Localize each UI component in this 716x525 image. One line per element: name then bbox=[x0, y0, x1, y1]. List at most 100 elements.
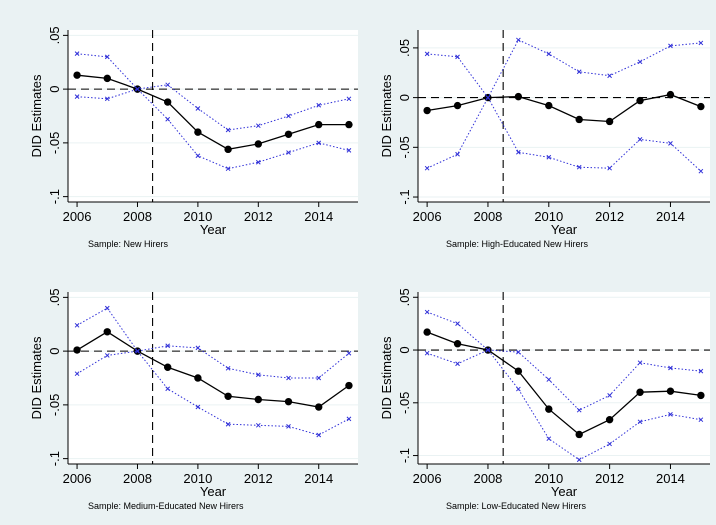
estimate-point bbox=[423, 328, 431, 336]
ci-lower-marker bbox=[346, 148, 352, 153]
ci-upper-line bbox=[77, 53, 350, 131]
marker-stroke bbox=[485, 95, 491, 100]
ci-lower-marker bbox=[637, 137, 643, 142]
ci-upper-marker bbox=[225, 127, 231, 133]
y-tick-label: -.05 bbox=[397, 136, 412, 158]
y-axis-title: DID Estimates bbox=[379, 74, 394, 158]
marker-stroke bbox=[74, 371, 80, 377]
marker-stroke bbox=[576, 69, 582, 75]
ci-lower-marker bbox=[195, 153, 201, 159]
ci-lower-marker bbox=[225, 166, 231, 172]
y-tick-label: -.1 bbox=[397, 189, 412, 204]
ci-lower-marker bbox=[74, 371, 80, 377]
marker-stroke bbox=[637, 360, 643, 366]
y-axis-title: DID Estimates bbox=[29, 74, 44, 158]
marker-stroke bbox=[286, 150, 291, 155]
ci-upper-line bbox=[427, 39, 701, 99]
estimate-point bbox=[254, 140, 263, 148]
marker-stroke bbox=[698, 417, 704, 423]
x-tick-label: 2006 bbox=[413, 471, 442, 486]
ci-lower-marker bbox=[637, 419, 643, 425]
estimate-point bbox=[345, 120, 353, 129]
marker-stroke bbox=[104, 54, 110, 60]
marker-stroke bbox=[668, 365, 673, 371]
estimate-point bbox=[697, 391, 705, 400]
ci-upper-marker bbox=[668, 43, 673, 49]
plot-area bbox=[68, 30, 358, 202]
ci-lower-marker bbox=[286, 424, 291, 429]
y-tick-label: -.1 bbox=[397, 448, 412, 463]
sample-caption: Sample: New Hirers bbox=[88, 239, 169, 249]
sample-caption: Sample: High-Educated New Hirers bbox=[446, 239, 589, 249]
ci-lower-marker bbox=[668, 412, 673, 417]
x-tick-label: 2014 bbox=[304, 209, 333, 224]
estimate-point bbox=[605, 415, 614, 424]
marker-stroke bbox=[637, 59, 643, 65]
marker-stroke bbox=[346, 416, 352, 422]
marker-stroke bbox=[286, 375, 291, 381]
marker-stroke bbox=[316, 102, 322, 108]
ci-lower-marker bbox=[225, 421, 231, 427]
ci-lower-marker bbox=[255, 159, 261, 165]
ci-lower-line bbox=[426, 349, 701, 461]
estimate-point bbox=[224, 145, 232, 154]
ci-upper-marker bbox=[195, 345, 201, 351]
marker-stroke bbox=[576, 407, 582, 413]
estimate-point bbox=[103, 74, 111, 83]
ci-upper-marker bbox=[255, 372, 261, 378]
marker-stroke bbox=[455, 321, 460, 327]
x-tick-label: 2010 bbox=[534, 209, 563, 224]
marker-stroke bbox=[485, 347, 491, 353]
marker-stroke bbox=[316, 140, 322, 146]
estimate-point bbox=[194, 128, 202, 136]
estimate-point bbox=[453, 101, 462, 110]
estimate-point bbox=[284, 130, 293, 138]
ci-lower-marker bbox=[165, 386, 171, 392]
estimate-point bbox=[666, 90, 675, 99]
ci-lower-marker bbox=[424, 165, 430, 171]
estimate-point bbox=[666, 387, 675, 395]
y-tick-label: -.05 bbox=[47, 394, 62, 416]
marker-stroke bbox=[607, 165, 612, 171]
ci-lower-marker bbox=[74, 94, 80, 100]
ci-lower-marker bbox=[455, 361, 460, 367]
marker-stroke bbox=[135, 348, 140, 354]
ci-upper-marker bbox=[195, 106, 201, 111]
ci-upper-marker bbox=[424, 309, 430, 315]
marker-stroke bbox=[135, 86, 140, 92]
marker-stroke bbox=[195, 345, 201, 351]
estimate-point bbox=[575, 430, 583, 439]
y-tick-label: .05 bbox=[397, 288, 412, 306]
ci-upper-marker bbox=[668, 365, 673, 371]
marker-stroke bbox=[546, 377, 552, 382]
ci-lower-marker bbox=[516, 149, 521, 155]
marker-stroke bbox=[165, 116, 171, 122]
marker-stroke bbox=[195, 106, 201, 111]
estimate-point bbox=[514, 92, 523, 101]
estimate-point bbox=[163, 363, 172, 371]
ci-lower-marker bbox=[576, 164, 582, 170]
ci-lower-marker bbox=[135, 348, 140, 354]
estimate-point bbox=[163, 98, 172, 106]
marker-stroke bbox=[576, 164, 582, 170]
x-tick-label: 2012 bbox=[595, 209, 624, 224]
y-tick-label: -.1 bbox=[47, 189, 62, 204]
marker-stroke bbox=[286, 424, 291, 429]
estimate-point bbox=[423, 106, 431, 115]
ci-upper-marker bbox=[104, 54, 110, 60]
estimate-line bbox=[76, 331, 350, 408]
marker-stroke bbox=[74, 51, 80, 57]
marker-stroke bbox=[195, 153, 201, 159]
y-tick-label: .05 bbox=[47, 288, 62, 306]
marker-stroke bbox=[346, 148, 352, 153]
plot-area bbox=[418, 30, 710, 202]
ci-lower-marker bbox=[607, 441, 612, 447]
ci-upper-line bbox=[426, 311, 701, 411]
ci-upper-marker bbox=[346, 96, 352, 102]
x-axis-title: Year bbox=[200, 484, 227, 499]
marker-stroke bbox=[104, 353, 110, 358]
ci-upper-marker bbox=[546, 377, 552, 382]
ci-upper-marker bbox=[637, 360, 643, 366]
estimate-point bbox=[284, 397, 293, 406]
